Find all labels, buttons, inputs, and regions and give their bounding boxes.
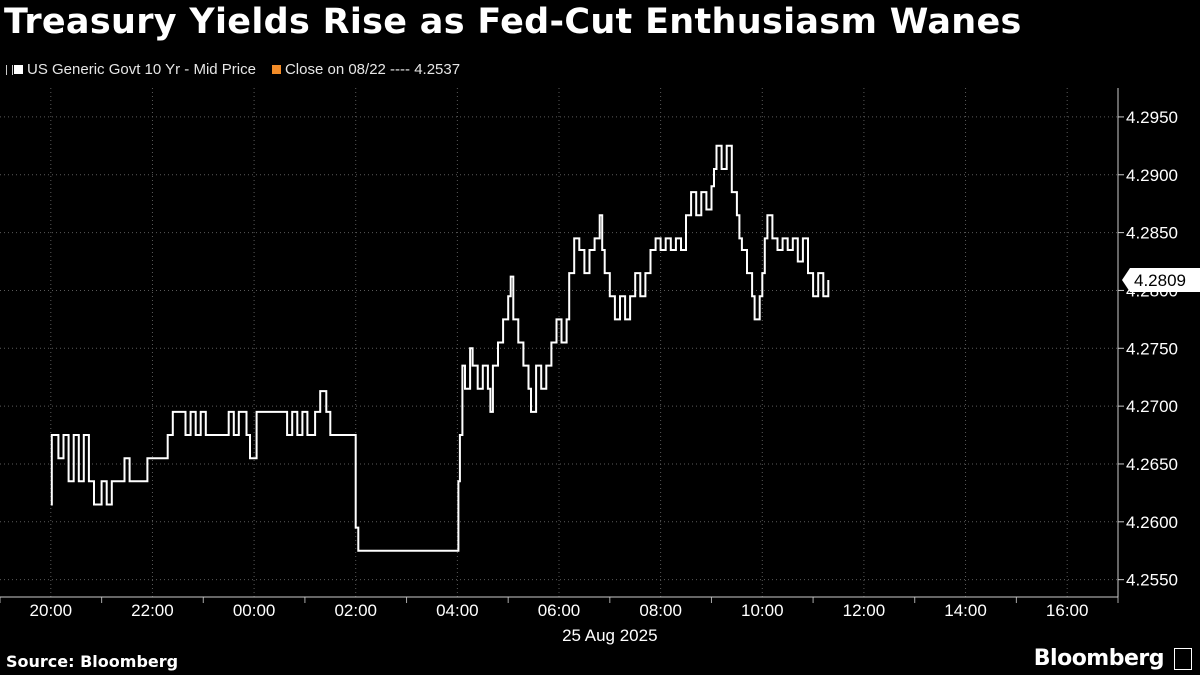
y-tick-label-3: 4.2700 bbox=[1126, 397, 1178, 416]
y-tick-label-6: 4.2850 bbox=[1126, 224, 1178, 243]
x-tick-label-0: 20:00 bbox=[30, 601, 73, 620]
y-tick-label-8: 4.2950 bbox=[1126, 108, 1178, 127]
x-tick-label-5: 06:00 bbox=[538, 601, 581, 620]
legend-label-10yr: US Generic Govt 10 Yr - Mid Price bbox=[27, 61, 256, 78]
chart-title: Treasury Yields Rise as Fed-Cut Enthusia… bbox=[4, 2, 1022, 42]
series-line-0 bbox=[50, 144, 830, 552]
legend-item-close: Close on 08/22 ---- 4.2537 bbox=[271, 61, 461, 78]
last-value-label: 4.2809 bbox=[1134, 271, 1186, 290]
source-note: Source: Bloomberg bbox=[6, 652, 179, 671]
x-tick-label-10: 16:00 bbox=[1046, 601, 1089, 620]
bloomberg-logo: Bloomberg bbox=[1033, 646, 1165, 671]
y-tick-label-2: 4.2650 bbox=[1126, 455, 1178, 474]
grid bbox=[0, 88, 1118, 597]
legend-swatch-close bbox=[271, 65, 281, 74]
y-tick-label-0: 4.2550 bbox=[1126, 571, 1178, 590]
bloomberg-app-icon bbox=[1174, 648, 1192, 670]
x-axis-date-label: 25 Aug 2025 bbox=[562, 626, 657, 645]
candlestick-icon bbox=[6, 64, 13, 75]
tick-labels: 4.25504.26004.26504.27004.27504.28004.28… bbox=[30, 108, 1178, 645]
x-tick-label-4: 04:00 bbox=[436, 601, 479, 620]
y-tick-label-7: 4.2900 bbox=[1126, 166, 1178, 185]
legend-swatch-10yr bbox=[14, 65, 23, 74]
y-tick-label-1: 4.2600 bbox=[1126, 513, 1178, 532]
x-tick-label-2: 00:00 bbox=[233, 601, 276, 620]
series-layer bbox=[50, 144, 830, 552]
x-tick-label-8: 12:00 bbox=[843, 601, 886, 620]
x-tick-label-9: 14:00 bbox=[944, 601, 987, 620]
y-tick-label-4: 4.2750 bbox=[1126, 339, 1178, 358]
legend-item-10yr: US Generic Govt 10 Yr - Mid Price bbox=[6, 61, 256, 78]
last-value-marker: 4.2809 bbox=[1122, 268, 1200, 293]
legend-label-close: Close on 08/22 ---- 4.2537 bbox=[284, 61, 461, 78]
x-tick-label-3: 02:00 bbox=[334, 601, 377, 620]
x-tick-label-1: 22:00 bbox=[131, 601, 174, 620]
x-tick-label-7: 10:00 bbox=[741, 601, 784, 620]
last-value-badge bbox=[1122, 268, 1200, 293]
x-tick-label-6: 08:00 bbox=[639, 601, 682, 620]
legend: US Generic Govt 10 Yr - Mid Price Close … bbox=[6, 61, 476, 78]
axes bbox=[0, 88, 1124, 603]
